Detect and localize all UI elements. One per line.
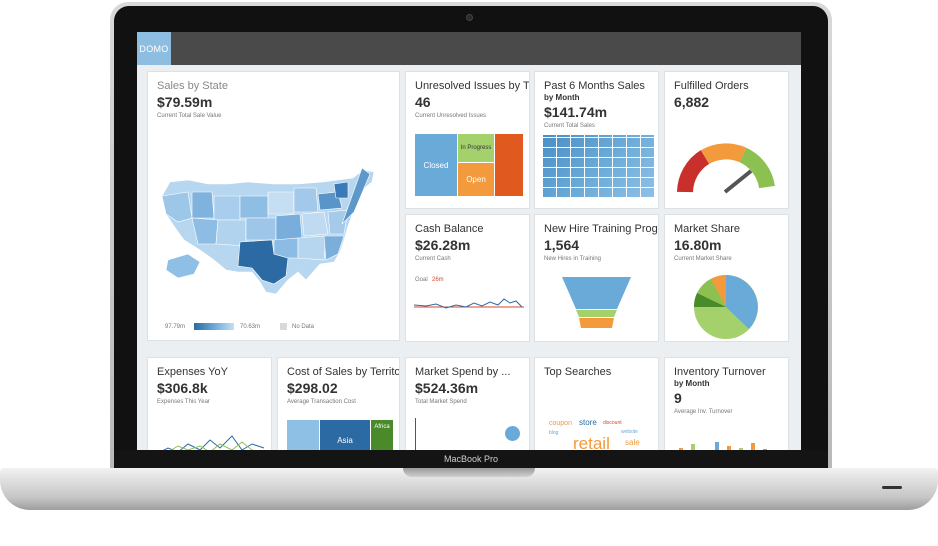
legend-max: 70.63m [240, 324, 261, 330]
card-caption: Current Market Share [674, 256, 732, 262]
card-caption: Current Total Sale Value [157, 113, 222, 119]
macbook-label: MacBook Pro [114, 450, 828, 468]
card-market-share[interactable]: Market Share 16.80m Current Market Share [664, 214, 789, 342]
card-caption: Average Inv. Turnover [674, 409, 733, 415]
word-store[interactable]: store [579, 418, 597, 427]
us-map [161, 167, 375, 295]
tile-africa[interactable]: Africa [371, 420, 393, 450]
card-title: Fulfilled Orders [674, 80, 749, 92]
legend-scale [194, 323, 234, 330]
card-cost-of-sales[interactable]: Cost of Sales by Territory $298.02 Avera… [277, 357, 400, 450]
card-value: 6,882 [674, 94, 710, 110]
card-title: Sales by State [157, 80, 228, 92]
card-value: $306.8k [157, 380, 208, 396]
goal-label: Goal [415, 277, 428, 283]
legend-no-data: No Data [292, 324, 315, 330]
word-coupon[interactable]: coupon [549, 420, 572, 427]
card-past-6-months[interactable]: Past 6 Months Sales by Month $141.74m Cu… [534, 71, 659, 209]
card-caption: Expenses This Year [157, 399, 210, 405]
card-new-hire-training[interactable]: New Hire Training Prog... 1,564 New Hire… [534, 214, 659, 342]
heatmap-grid [543, 135, 655, 197]
card-inventory-turnover[interactable]: Inventory Turnover by Month 9 Average In… [664, 357, 789, 450]
laptop-notch [403, 468, 535, 477]
card-subtitle: by Month [544, 93, 580, 102]
status-led [882, 486, 902, 489]
card-fulfilled-orders[interactable]: Fulfilled Orders 6,882 6k [664, 71, 789, 209]
card-title: Inventory Turnover [674, 366, 766, 378]
card-title: Expenses YoY [157, 366, 228, 378]
card-value: $26.28m [415, 237, 471, 253]
card-top-searches[interactable]: Top Searches coupon store discount blog … [534, 357, 659, 450]
card-caption: Current Cash [415, 256, 451, 262]
card-value: 16.80m [674, 237, 722, 253]
card-value: 9 [674, 390, 682, 406]
top-bar: DOMO [137, 32, 801, 65]
card-subtitle: by Month [674, 379, 710, 388]
card-expenses-yoy[interactable]: Expenses YoY $306.8k Expenses This Year [147, 357, 272, 450]
pie-chart [693, 275, 758, 339]
tile-other[interactable] [495, 134, 523, 196]
card-sales-by-state[interactable]: Sales by State $79.59m Current Total Sal… [147, 71, 400, 341]
card-unresolved-issues[interactable]: Unresolved Issues by T... 46 Current Unr… [405, 71, 530, 209]
tile-closed[interactable]: Closed [415, 134, 457, 196]
card-caption: Current Total Sales [544, 123, 595, 129]
card-value: 1,564 [544, 237, 580, 253]
card-title: Top Searches [544, 366, 612, 378]
camera-icon [466, 14, 473, 21]
card-value: $141.74m [544, 104, 608, 120]
word-website[interactable]: website [621, 429, 638, 435]
card-title: Market Share [674, 223, 741, 235]
cash-line-chart [413, 298, 524, 309]
no-data-swatch [280, 323, 287, 330]
word-discount[interactable]: discount [603, 420, 622, 426]
card-caption: Average Transaction Cost [287, 399, 356, 405]
goal-value: 26m [432, 277, 444, 283]
gauge-chart [677, 143, 775, 194]
card-caption: New Hires in Training [544, 256, 602, 262]
card-value: $79.59m [157, 94, 213, 110]
domo-logo[interactable]: DOMO [137, 32, 171, 65]
expenses-line-chart [162, 435, 265, 450]
tile-americas[interactable] [287, 420, 319, 450]
card-title: New Hire Training Prog... [544, 223, 659, 235]
card-cash-balance[interactable]: Cash Balance $26.28m Current Cash Goal 2… [405, 214, 530, 342]
card-market-spend[interactable]: Market Spend by ... $524.36m Total Marke… [405, 357, 530, 450]
card-title: Past 6 Months Sales [544, 80, 645, 92]
card-title: Market Spend by ... [415, 366, 511, 378]
card-caption: Total Market Spend [415, 399, 467, 405]
card-value: 46 [415, 94, 431, 110]
funnel-chart [562, 277, 631, 328]
card-title: Cost of Sales by Territory [287, 366, 400, 378]
dashboard-screen: DOMO Sales by State $79.59m Current Tota… [137, 32, 801, 450]
card-title: Unresolved Issues by T... [415, 80, 530, 92]
tile-in-progress[interactable]: In Progress [458, 134, 494, 162]
legend-min: 97.79m [165, 324, 186, 330]
card-value: $298.02 [287, 380, 338, 396]
axis-line [415, 418, 416, 450]
card-caption: Current Unresolved Issues [415, 113, 487, 119]
word-retail[interactable]: retail [573, 434, 610, 450]
tile-asia[interactable]: Asia [320, 420, 370, 450]
inventory-bar-chart [679, 442, 767, 450]
word-blog[interactable]: blog [549, 430, 559, 436]
card-title: Cash Balance [415, 223, 484, 235]
word-sale[interactable]: sale [625, 438, 640, 447]
card-value: $524.36m [415, 380, 479, 396]
gauge-needle [723, 169, 753, 194]
tile-open[interactable]: Open [458, 163, 494, 196]
bubble-point[interactable] [505, 426, 520, 441]
